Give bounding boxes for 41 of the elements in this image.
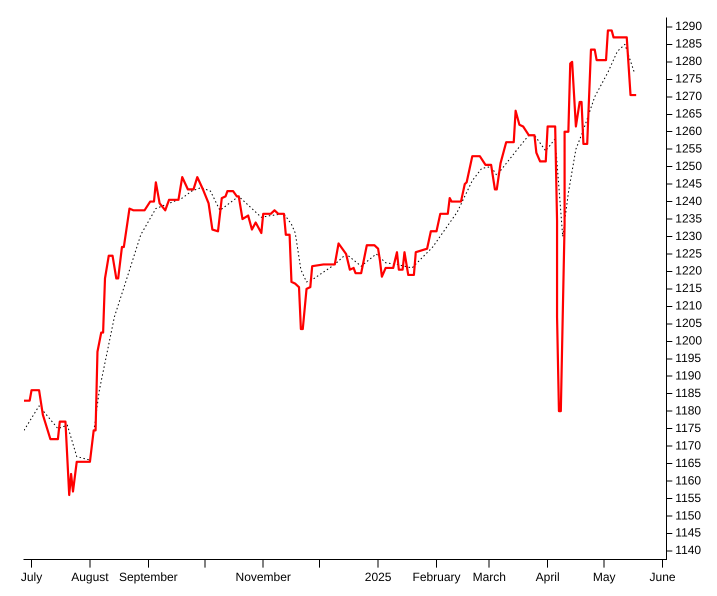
x-tick-label: August: [71, 570, 110, 584]
y-tick-label: 1165: [675, 456, 702, 470]
y-tick-label: 1240: [675, 194, 702, 208]
x-tick-label: February: [412, 570, 461, 584]
y-tick-label: 1210: [675, 298, 702, 313]
y-tick-label: 1140: [675, 543, 702, 558]
x-tick-label: 2025: [364, 570, 392, 584]
y-tick-label: 1245: [675, 176, 702, 190]
y-tick-label: 1160: [675, 473, 702, 488]
y-tick-label: 1150: [675, 508, 702, 522]
y-tick-label: 1235: [675, 211, 702, 226]
x-tick-label: June: [650, 570, 676, 584]
y-tick-label: 1220: [675, 264, 702, 278]
y-tick-label: 1180: [675, 403, 702, 418]
x-tick-label: July: [20, 570, 42, 584]
y-tick-label: 1225: [675, 246, 702, 260]
y-tick-label: 1215: [675, 281, 702, 296]
y-tick-label: 1250: [675, 158, 702, 173]
y-tick-label: 1195: [675, 351, 702, 366]
y-tick-label: 1185: [675, 386, 702, 400]
y-tick-label: 1285: [675, 36, 702, 51]
y-tick-label: 1260: [675, 124, 702, 138]
x-tick-label: September: [118, 570, 178, 584]
x-tick-label: March: [472, 570, 506, 584]
y-tick-label: 1155: [675, 490, 702, 505]
y-tick-label: 1190: [675, 368, 702, 383]
y-tick-label: 1175: [675, 420, 702, 435]
y-tick-label: 1200: [675, 334, 702, 348]
y-tick-label: 1170: [675, 438, 702, 452]
y-tick-label: 1275: [675, 72, 702, 86]
y-tick-label: 1265: [675, 106, 702, 121]
y-tick-label: 1205: [675, 316, 702, 330]
y-tick-label: 1270: [675, 89, 702, 104]
x-tick-label: May: [592, 570, 616, 584]
x-tick-label: April: [536, 570, 560, 584]
y-tick-label: 1280: [675, 54, 702, 68]
y-tick-label: 1290: [675, 19, 702, 34]
y-tick-label: 1230: [675, 228, 702, 243]
y-tick-label: 1255: [675, 141, 702, 156]
x-tick-label: November: [236, 570, 291, 584]
y-tick-label: 1145: [675, 526, 702, 540]
